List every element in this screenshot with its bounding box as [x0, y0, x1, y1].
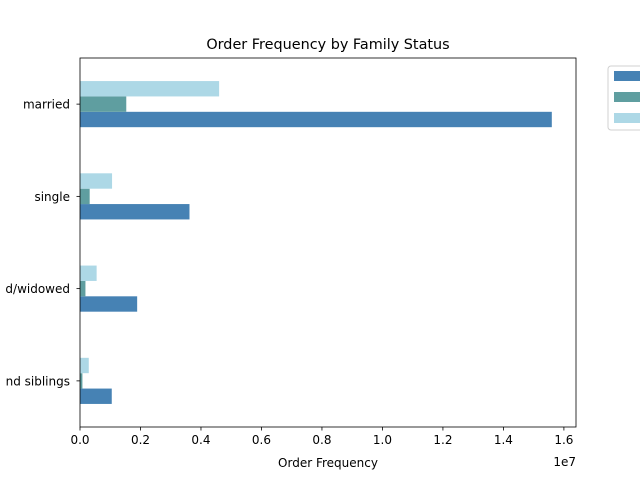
bar-series-2-2	[80, 280, 86, 297]
x-tick-label: 0.6	[252, 433, 271, 447]
chart-title: Order Frequency by Family Status	[206, 37, 449, 53]
x-tick-label: 1.4	[494, 433, 513, 447]
x-tick-label: 0.4	[191, 433, 210, 447]
legend	[607, 65, 640, 131]
x-tick-label: 0.2	[131, 433, 150, 447]
x-tick-label: 0.0	[70, 433, 89, 447]
legend-swatch-3	[614, 113, 640, 123]
x-tick-label: 1.2	[433, 433, 452, 447]
x-tick-label: 1.6	[554, 433, 573, 447]
bar-series-3-1	[80, 173, 113, 189]
bar-series-1-0	[80, 111, 552, 128]
bar-series-1-3	[80, 388, 112, 404]
bar-series-3-2	[80, 265, 97, 281]
bar-series-2-3	[80, 373, 83, 389]
y-tick-label: married	[23, 98, 70, 112]
x-axis-label: Order Frequency	[278, 456, 378, 470]
y-tick-label: d/widowed	[5, 282, 70, 296]
y-tick-label: single	[34, 190, 70, 204]
legend-swatch-2	[614, 92, 640, 102]
bar-series-2-1	[80, 188, 90, 205]
x-axis-offset-label: 1e7	[553, 455, 576, 469]
bar-series-3-0	[80, 81, 220, 97]
bar-series-1-2	[80, 296, 138, 312]
bar-series-2-0	[80, 96, 127, 112]
legend-swatch-1	[614, 71, 640, 81]
bars-layer	[80, 81, 552, 404]
plot-frame	[79, 57, 577, 428]
y-tick-label: nd siblings	[6, 374, 70, 388]
axes-layer: married single d/widowed nd siblings 0.0 0.2 0…	[5, 57, 577, 447]
bar-series-1-1	[80, 204, 190, 220]
x-tick-label: 1.0	[373, 433, 392, 447]
bar-series-3-3	[80, 357, 89, 374]
x-tick-label: 0.8	[312, 433, 331, 447]
